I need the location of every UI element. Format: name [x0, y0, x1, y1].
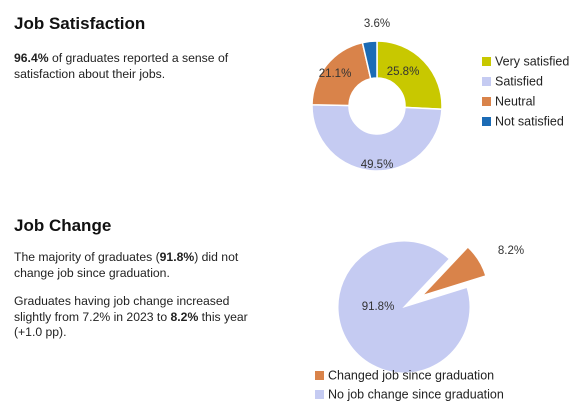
job-change-title: Job Change: [14, 216, 112, 235]
donut-label-very-satisfied: 25.8%: [387, 66, 420, 78]
donut-slice-satisfied: [311, 104, 443, 172]
p2-after: this year (+1.0 pp).: [14, 309, 248, 340]
p2-before: Graduates having job change increased sl…: [14, 294, 230, 324]
job-satisfaction-title: Job Satisfaction: [14, 14, 146, 33]
legend-marker-satisfied: [482, 77, 491, 86]
job-change-paragraph-1: The majority of graduates (91.8%) did no…: [14, 250, 264, 281]
satisfaction-text: of graduates reported a sense of satisfa…: [14, 51, 229, 81]
pie-label-no-job-change-since-graduation: 91.8%: [362, 301, 395, 313]
job-change-paragraph-2: Graduates having job change increased sl…: [14, 294, 264, 341]
donut-label-neutral: 21.1%: [319, 68, 352, 80]
donut-slice-very-satisfied: [376, 40, 443, 111]
job-change-pie-chart: 8.2% 91.8% Changed job since graduation No …: [315, 240, 524, 401]
satisfaction-donut-chart: 25.8% 49.5% 21.1% 3.6% Very satisfied Satisfi…: [311, 18, 569, 172]
donut-slice-not-satisfied: [361, 40, 378, 80]
legend-label-very-satisfied: Very satisfied: [495, 54, 569, 68]
p1-before: The majority of graduates (: [14, 250, 160, 264]
p2-highlight: 8.2%: [170, 309, 199, 324]
pie-slice-no-job-change-since-graduation: [337, 240, 471, 374]
legend-marker-no-job-change-since-graduation: [315, 390, 324, 399]
legend-label-no-job-change-since-graduation: No job change since graduation: [328, 387, 504, 401]
legend-label-changed-job-since-graduation: Changed job since graduation: [328, 368, 494, 382]
donut-label-satisfied: 49.5%: [361, 159, 394, 171]
job-change-section: Job Change The majority of graduates (91…: [0, 210, 577, 419]
legend-marker-neutral: [482, 97, 491, 106]
legend-label-neutral: Neutral: [495, 94, 535, 108]
donut-label-not-satisfied: 3.6%: [364, 18, 390, 30]
satisfaction-highlight: 96.4%: [14, 51, 49, 65]
job-satisfaction-section: Job Satisfaction 96.4% of graduates repo…: [14, 14, 569, 172]
legend-marker-changed-job-since-graduation: [315, 371, 324, 380]
legend-marker-very-satisfied: [482, 57, 491, 66]
legend-label-satisfied: Satisfied: [495, 74, 543, 88]
pie-label-changed-job-since-graduation: 8.2%: [498, 245, 524, 257]
p1-after: ) did not change job since graduation.: [14, 250, 239, 280]
p1-highlight: 91.8%: [159, 250, 195, 264]
job-satisfaction-description: 96.4% of graduates reported a sense of s…: [14, 51, 264, 82]
pie-slice-changed-job-since-graduation: [420, 246, 487, 297]
legend-marker-not-satisfied: [482, 117, 491, 126]
legend-label-not-satisfied: Not satisfied: [495, 114, 564, 128]
